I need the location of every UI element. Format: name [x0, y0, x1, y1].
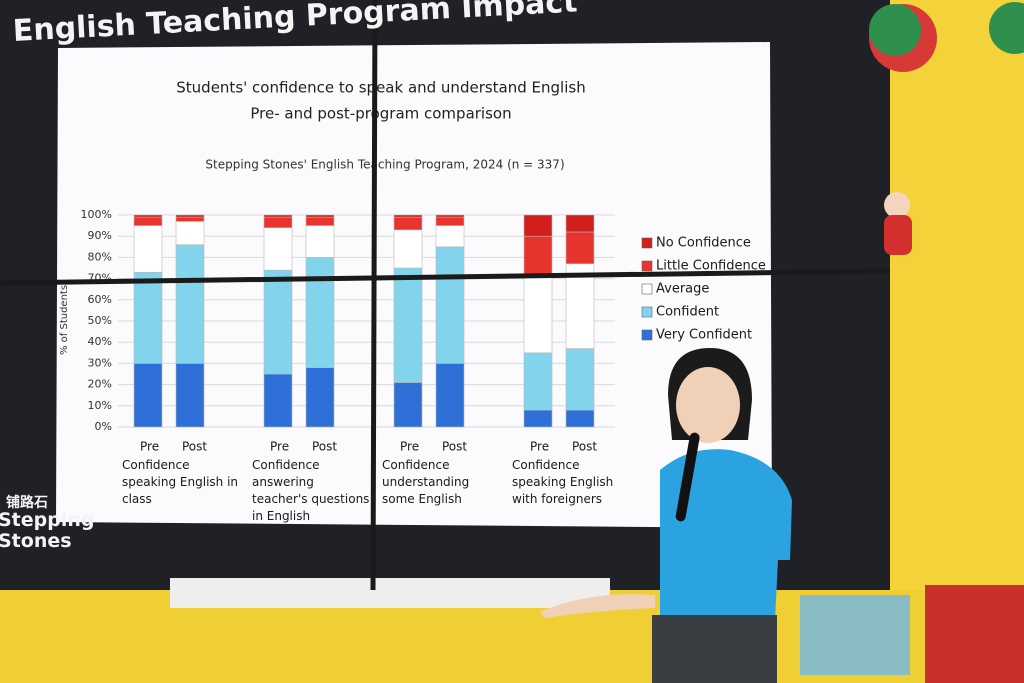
group-label: Confidence understanding some English — [382, 458, 470, 506]
bar-segment — [435, 246, 465, 364]
y-tick-label: 50% — [88, 314, 112, 327]
legend-swatch — [641, 306, 653, 318]
legend-swatch — [641, 329, 653, 341]
ornament — [869, 4, 921, 56]
bar-segment — [133, 216, 163, 226]
y-tick-label: 90% — [88, 229, 112, 242]
bar-segment — [305, 216, 335, 226]
bar-segment — [263, 216, 293, 229]
bar-segment — [523, 214, 553, 237]
group-label: Confidence speaking English with foreign… — [512, 458, 614, 506]
legend-label: No Confidence — [656, 236, 751, 251]
y-tick-label: 0% — [95, 420, 112, 433]
bar-segment — [133, 214, 163, 218]
mullion — [370, 0, 378, 591]
bar-segment — [523, 235, 553, 275]
bar-segment — [435, 225, 465, 248]
legend-label: Average — [656, 282, 709, 297]
y-tick-label: 10% — [88, 399, 112, 412]
logo-en: Stepping Stones — [0, 509, 95, 552]
x-tick-label: Pre — [140, 440, 159, 454]
bar-segment — [175, 221, 205, 245]
group-label: Confidence answering teacher's questions… — [252, 458, 370, 523]
bar-segment — [175, 214, 205, 218]
mullion — [0, 268, 891, 286]
bar-segment — [175, 216, 205, 222]
microphone — [675, 432, 700, 522]
y-tick-label: 80% — [88, 250, 112, 263]
bar-segment — [565, 231, 595, 265]
bar-segment — [263, 373, 293, 428]
bar-segment — [523, 352, 553, 411]
boxes — [925, 585, 1024, 683]
y-axis-label: % of Students — [59, 285, 70, 355]
chart-title: Students' confidence to speak and unders… — [176, 79, 585, 97]
bar-segment — [305, 367, 335, 428]
bar-segment — [305, 257, 335, 368]
ornament — [989, 2, 1024, 54]
chart-note: Stepping Stones' English Teaching Progra… — [205, 158, 564, 172]
chart-subtitle: Pre- and post-program comparison — [250, 105, 511, 123]
bar-segment — [133, 271, 163, 364]
legend-swatch — [641, 260, 653, 272]
bar-segment — [393, 229, 423, 269]
legend-swatch — [641, 237, 653, 249]
legend-label: Confident — [656, 305, 719, 320]
x-tick-label: Post — [182, 440, 207, 454]
bar-segment — [263, 214, 293, 218]
group-label: Confidence speaking English in class — [122, 458, 239, 506]
presenter-shirt — [660, 449, 792, 620]
x-tick-label: Post — [442, 440, 467, 454]
legend-label: Very Confident — [656, 328, 752, 343]
y-tick-label: 30% — [88, 356, 112, 369]
bar-segment — [565, 348, 595, 411]
santa — [884, 215, 912, 255]
bar-segment — [263, 227, 293, 271]
bar-segment — [393, 216, 423, 231]
legend-swatch — [641, 283, 653, 295]
y-tick-label: 60% — [88, 293, 112, 306]
bar-segment — [435, 216, 465, 226]
bar-segment — [523, 409, 553, 428]
bar-segment — [263, 269, 293, 375]
x-tick-label: Pre — [400, 440, 419, 454]
y-tick-label: 100% — [81, 208, 112, 221]
y-tick-label: 20% — [88, 378, 112, 391]
presenter-face — [676, 367, 740, 443]
bar-segment — [393, 267, 423, 383]
bar-segment — [565, 263, 595, 349]
presenter-hand — [540, 594, 655, 618]
logo-cn: 铺路石 — [6, 495, 48, 511]
bar-segment — [393, 382, 423, 428]
bar-segment — [565, 409, 595, 428]
x-tick-label: Post — [312, 440, 337, 454]
bar-segment — [175, 363, 205, 428]
santa — [884, 192, 910, 218]
x-tick-label: Post — [572, 440, 597, 454]
bar-segment — [435, 363, 465, 428]
bar-segment — [175, 244, 205, 364]
x-tick-label: Pre — [270, 440, 289, 454]
bar-segment — [133, 363, 163, 428]
legend-label: Little Confidence — [656, 259, 766, 274]
y-tick-label: 40% — [88, 335, 112, 348]
bar-segment — [565, 214, 595, 233]
bar-segment — [305, 225, 335, 258]
bar-segment — [523, 274, 553, 354]
x-tick-label: Pre — [530, 440, 549, 454]
bar-segment — [393, 214, 423, 218]
trophies — [800, 595, 910, 675]
presenter-pants — [652, 615, 777, 683]
shelf — [170, 578, 610, 608]
bar-segment — [133, 225, 163, 273]
bar-segment — [305, 214, 335, 218]
bar-segment — [435, 214, 465, 218]
